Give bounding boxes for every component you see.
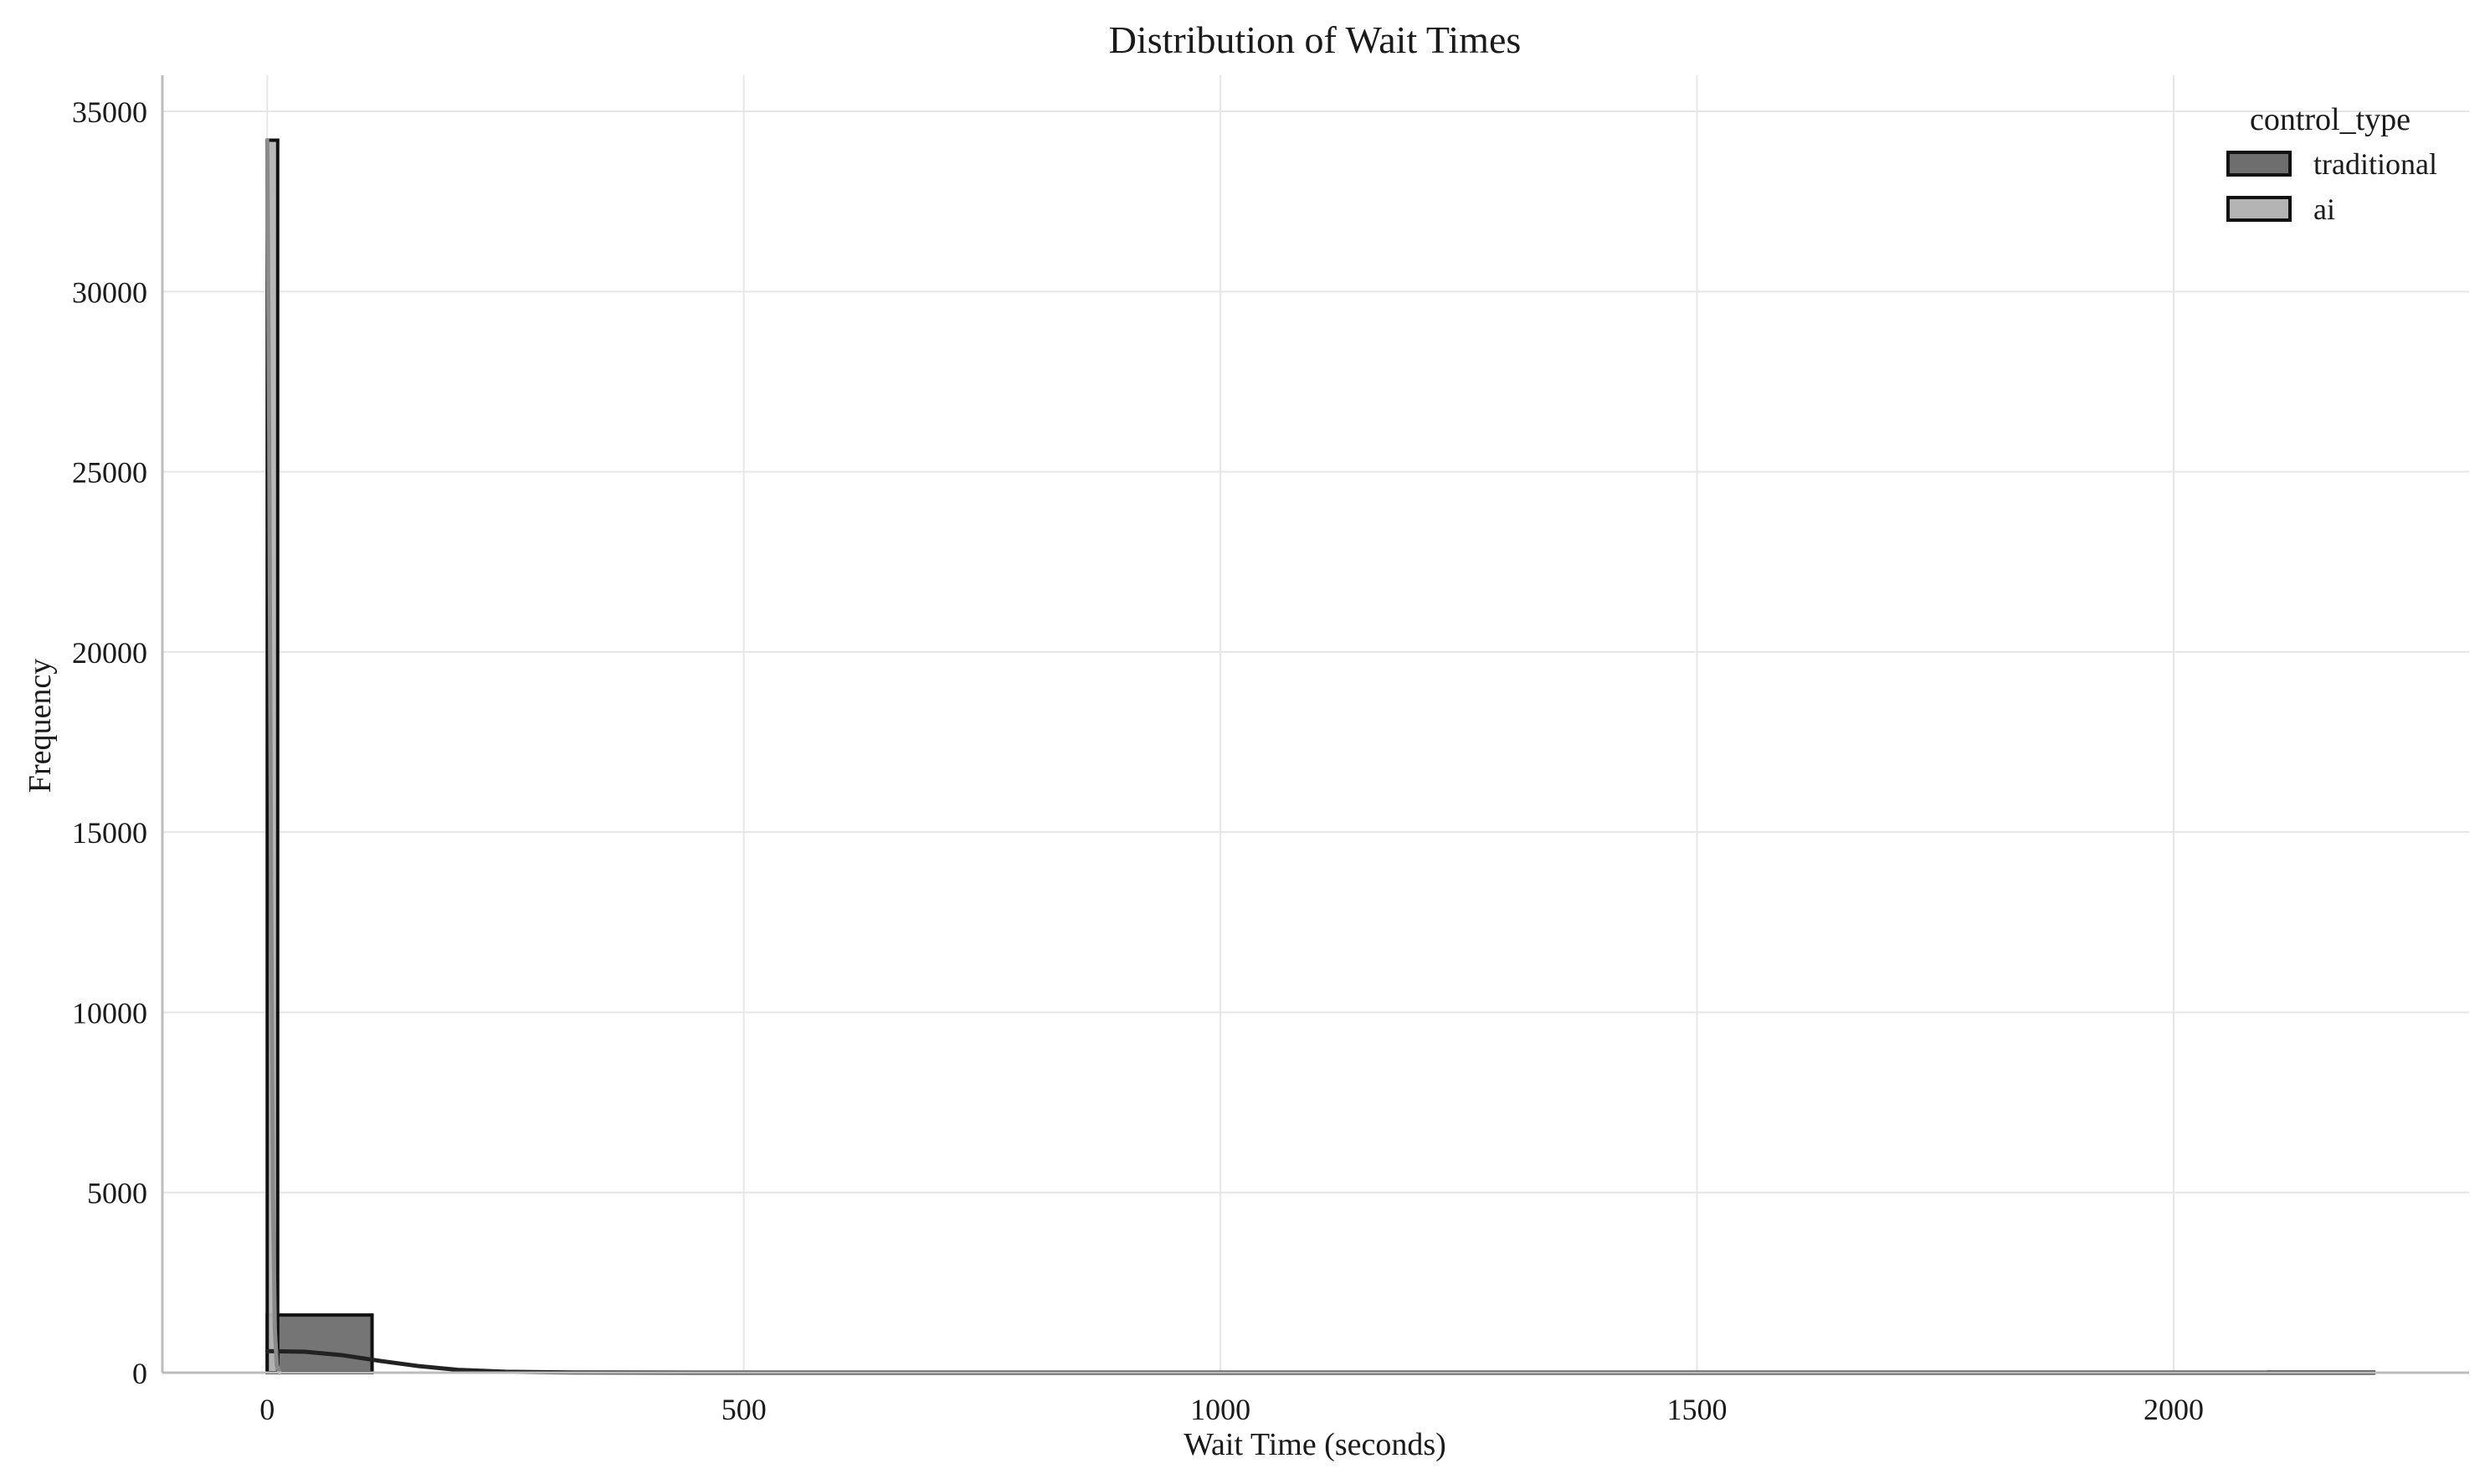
legend-swatch-traditional — [2226, 151, 2292, 177]
chart-title: Distribution of Wait Times — [1109, 18, 1522, 61]
x-tick-label: 2000 — [2144, 1393, 2204, 1426]
y-tick-label: 35000 — [72, 95, 147, 129]
x-axis-title: Wait Time (seconds) — [1183, 1427, 1446, 1462]
y-axis-title: Frequency — [23, 659, 58, 793]
legend-label-ai: ai — [2313, 193, 2335, 226]
y-tick-label: 15000 — [72, 816, 147, 850]
grid-layer — [162, 75, 2469, 1374]
x-tick-label: 500 — [721, 1393, 767, 1426]
kde-line-ai — [264, 138, 282, 1375]
histogram-bar-traditional — [265, 1313, 374, 1374]
x-tick-label: 1500 — [1667, 1393, 1728, 1426]
legend-swatch-ai — [2226, 196, 2292, 222]
legend-label-traditional: traditional — [2313, 147, 2437, 181]
x-tick-label: 1000 — [1190, 1393, 1250, 1426]
x-tick-label: 0 — [259, 1393, 275, 1426]
legend-entries: traditional ai — [2226, 147, 2437, 226]
axes-layer — [161, 75, 2469, 1374]
ticks-layer: 0 500 1000 1500 2000050001000015000200002500… — [72, 95, 2204, 1426]
bars-layer — [265, 138, 2376, 1375]
y-tick-label: 0 — [132, 1357, 147, 1390]
kde-layer — [264, 138, 2376, 1375]
y-tick-label: 25000 — [72, 456, 147, 490]
legend-title: control_type — [2250, 102, 2411, 137]
legend: control_type traditional ai — [2226, 102, 2437, 226]
y-tick-label: 30000 — [72, 275, 147, 309]
kde-line-traditional — [264, 1348, 2376, 1375]
y-tick-label: 10000 — [72, 996, 147, 1030]
y-tick-label: 20000 — [72, 636, 147, 670]
y-tick-label: 5000 — [87, 1177, 147, 1210]
